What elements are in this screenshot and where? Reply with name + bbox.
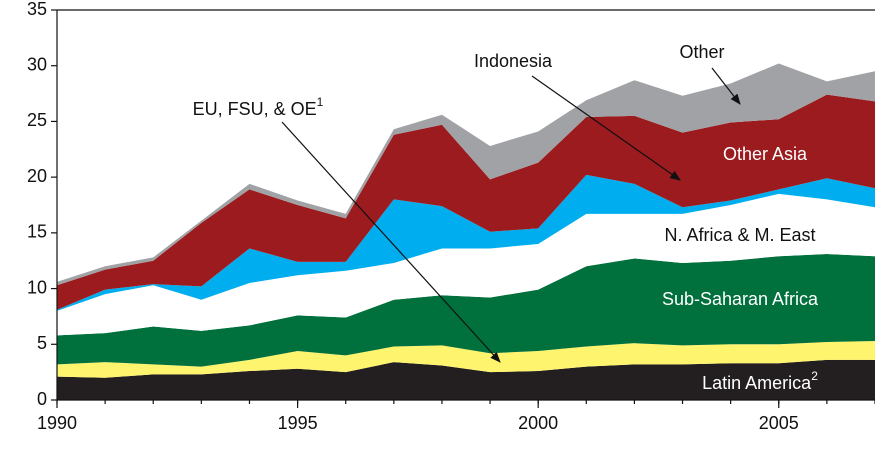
area: [57, 174, 875, 311]
series-note: 2: [811, 369, 818, 383]
area: [57, 193, 875, 336]
x-tick-label: 1990: [37, 413, 77, 433]
y-tick-label: 0: [37, 389, 47, 409]
x-tick-label: 2005: [759, 413, 799, 433]
y-tick-label: 35: [27, 0, 47, 19]
series-name: N. Africa & M. East: [664, 225, 815, 245]
series-label: Sub-Saharan Africa: [662, 289, 819, 309]
overlay: 0 5 10 15 20 25 30 35 1990 1995 2000 2005 Latin Amer…: [27, 0, 875, 433]
series-name: EU, FSU, & OE: [193, 99, 317, 119]
label-arrow: [531, 75, 681, 181]
series-name: Latin America: [702, 373, 812, 393]
series-label: Indonesia: [474, 51, 553, 71]
label-arrow: [711, 67, 741, 105]
series-label: Other Asia: [723, 144, 808, 164]
series-name: Indonesia: [474, 51, 553, 71]
series-label: N. Africa & M. East: [664, 225, 815, 245]
areas: [57, 63, 875, 400]
area: [57, 359, 875, 400]
y-tick-label: 15: [27, 222, 47, 242]
y-tick-label: 10: [27, 277, 47, 297]
label-arrow: [281, 121, 501, 363]
series-label: Latin America2: [702, 369, 818, 393]
x-tick-label: 2000: [518, 413, 558, 433]
y-tick-label: 5: [37, 333, 47, 353]
series-label: EU, FSU, & OE1: [193, 95, 324, 119]
area: [57, 94, 875, 310]
series-name: Sub-Saharan Africa: [662, 289, 819, 309]
area: [57, 63, 875, 286]
series-name: Other Asia: [723, 144, 808, 164]
series-note: 1: [317, 95, 324, 109]
x-tick-label: 1995: [278, 413, 318, 433]
y-tick-label: 30: [27, 54, 47, 74]
y-tick-label: 25: [27, 110, 47, 130]
series-name: Other: [679, 42, 724, 62]
y-tick-label: 20: [27, 166, 47, 186]
area: [57, 254, 875, 367]
series-label: Other: [679, 42, 724, 62]
area: [57, 340, 875, 378]
